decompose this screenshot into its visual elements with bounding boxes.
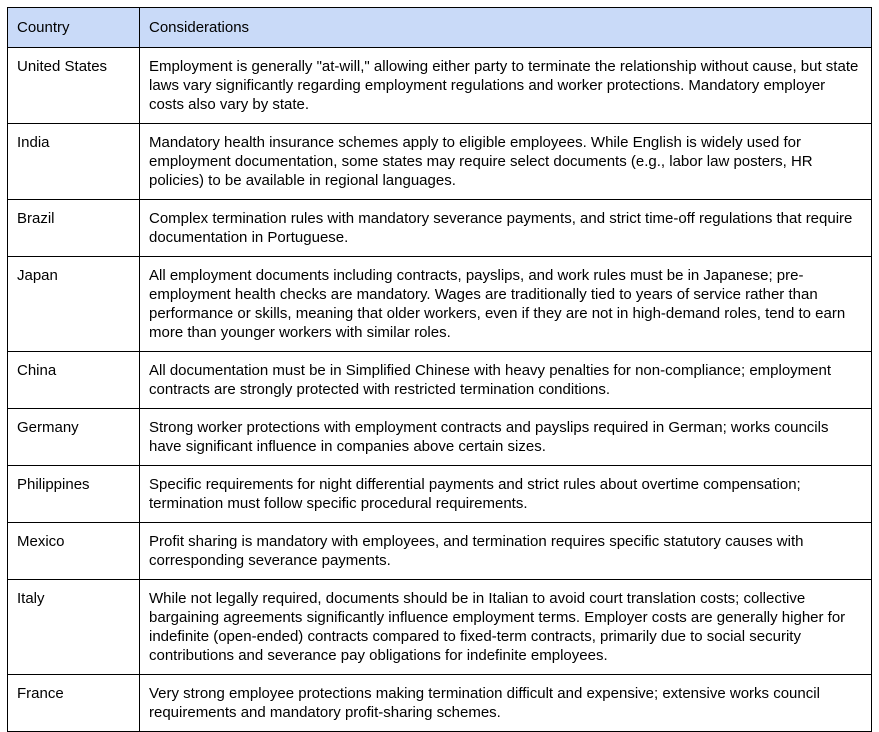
table-body: United States Employment is generally "at…: [7, 47, 872, 732]
considerations-cell: All documentation must be in Simplified …: [139, 351, 872, 409]
table-row: Japan All employment documents including …: [7, 256, 872, 352]
country-cell: Germany: [7, 408, 140, 466]
considerations-cell: Complex termination rules with mandatory…: [139, 199, 872, 257]
table-head: Country Considerations: [7, 7, 872, 48]
table-row: Italy While not legally required, documen…: [7, 579, 872, 675]
considerations-cell: Specific requirements for night differen…: [139, 465, 872, 523]
considerations-cell: Employment is generally "at-will," allow…: [139, 47, 872, 124]
country-cell: Philippines: [7, 465, 140, 523]
country-cell: China: [7, 351, 140, 409]
table-row: United States Employment is generally "at…: [7, 47, 872, 124]
country-cell: United States: [7, 47, 140, 124]
header-row: Country Considerations: [7, 7, 872, 48]
country-cell: Italy: [7, 579, 140, 675]
table-row: France Very strong employee protections m…: [7, 674, 872, 732]
considerations-cell: Strong worker protections with employmen…: [139, 408, 872, 466]
table-row: Mexico Profit sharing is mandatory with e…: [7, 522, 872, 580]
header-cell: Considerations: [139, 7, 872, 48]
considerations-cell: Mandatory health insurance schemes apply…: [139, 123, 872, 200]
country-cell: France: [7, 674, 140, 732]
considerations-cell: Profit sharing is mandatory with employe…: [139, 522, 872, 580]
country-cell: Mexico: [7, 522, 140, 580]
considerations-cell: While not legally required, documents sh…: [139, 579, 872, 675]
country-cell: Brazil: [7, 199, 140, 257]
country-cell: India: [7, 123, 140, 200]
table-row: India Mandatory health insurance schemes …: [7, 123, 872, 200]
header-cell: Country: [7, 7, 140, 48]
table-row: China All documentation must be in Simpli…: [7, 351, 872, 409]
considerations-table: Country Considerations United States Empl…: [7, 7, 872, 732]
considerations-cell: Very strong employee protections making …: [139, 674, 872, 732]
table-row: Brazil Complex termination rules with man…: [7, 199, 872, 257]
table-row: Germany Strong worker protections with em…: [7, 408, 872, 466]
considerations-cell: All employment documents including contr…: [139, 256, 872, 352]
table-row: Philippines Specific requirements for nig…: [7, 465, 872, 523]
country-cell: Japan: [7, 256, 140, 352]
